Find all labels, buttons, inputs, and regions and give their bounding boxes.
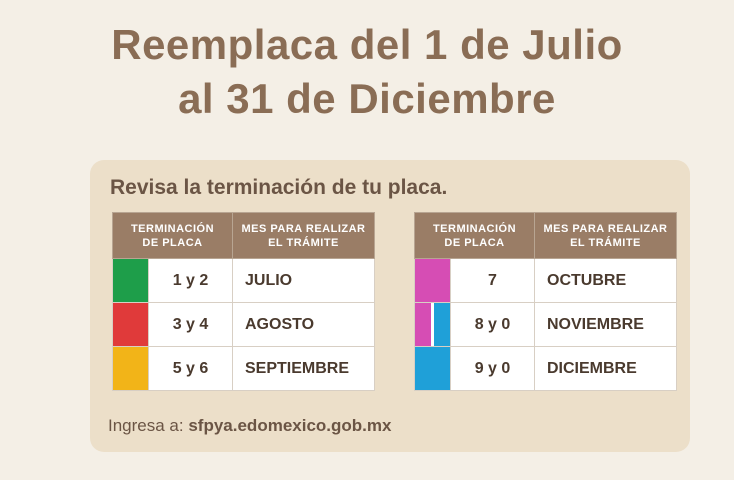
table-row: 8 y 0 NOVIEMBRE bbox=[414, 302, 677, 347]
title-line-2: al 31 de Diciembre bbox=[178, 75, 556, 122]
table-header-row: TERMINACIÓN DE PLACA MES PARA REALIZAR E… bbox=[112, 212, 375, 259]
info-card: Revisa la terminación de tu placa. TERMI… bbox=[90, 160, 690, 452]
table-row: 9 y 0 DICIEMBRE bbox=[414, 346, 677, 391]
terminacion-cell: 5 y 6 bbox=[148, 346, 233, 391]
table-row: 3 y 4 AGOSTO bbox=[112, 302, 375, 347]
footer-text: Ingresa a: sfpya.edomexico.gob.mx bbox=[108, 416, 391, 436]
table-row: 7 OCTUBRE bbox=[414, 258, 677, 303]
header-mes: MES PARA REALIZAR EL TRÁMITE bbox=[534, 212, 677, 259]
header-terminacion: TERMINACIÓN DE PLACA bbox=[112, 212, 233, 259]
color-swatch-yellow bbox=[112, 346, 149, 391]
terminacion-cell: 7 bbox=[450, 258, 535, 303]
footer-url-link[interactable]: sfpya.edomexico.gob.mx bbox=[188, 416, 392, 435]
terminacion-cell: 1 y 2 bbox=[148, 258, 233, 303]
header-mes: MES PARA REALIZAR EL TRÁMITE bbox=[232, 212, 375, 259]
title-line-1: Reemplaca del 1 de Julio bbox=[111, 21, 623, 68]
mes-cell: OCTUBRE bbox=[534, 258, 677, 303]
plates-table-right: TERMINACIÓN DE PLACA MES PARA REALIZAR E… bbox=[414, 212, 677, 391]
mes-cell: AGOSTO bbox=[232, 302, 375, 347]
color-swatch-blue bbox=[414, 346, 451, 391]
footer-label: Ingresa a: bbox=[108, 416, 184, 435]
color-swatch-red bbox=[112, 302, 149, 347]
header-terminacion: TERMINACIÓN DE PLACA bbox=[414, 212, 535, 259]
plates-table-left: TERMINACIÓN DE PLACA MES PARA REALIZAR E… bbox=[112, 212, 375, 391]
color-swatch-green bbox=[112, 258, 149, 303]
mes-cell: JULIO bbox=[232, 258, 375, 303]
mes-cell: NOVIEMBRE bbox=[534, 302, 677, 347]
terminacion-cell: 9 y 0 bbox=[450, 346, 535, 391]
table-header-row: TERMINACIÓN DE PLACA MES PARA REALIZAR E… bbox=[414, 212, 677, 259]
card-subtitle: Revisa la terminación de tu placa. bbox=[110, 176, 448, 199]
color-swatch-pink-blue bbox=[414, 302, 451, 347]
mes-cell: SEPTIEMBRE bbox=[232, 346, 375, 391]
table-row: 1 y 2 JULIO bbox=[112, 258, 375, 303]
terminacion-cell: 3 y 4 bbox=[148, 302, 233, 347]
terminacion-cell: 8 y 0 bbox=[450, 302, 535, 347]
page-title: Reemplaca del 1 de Julio al 31 de Diciem… bbox=[0, 18, 734, 126]
mes-cell: DICIEMBRE bbox=[534, 346, 677, 391]
color-swatch-pink bbox=[414, 258, 451, 303]
table-row: 5 y 6 SEPTIEMBRE bbox=[112, 346, 375, 391]
